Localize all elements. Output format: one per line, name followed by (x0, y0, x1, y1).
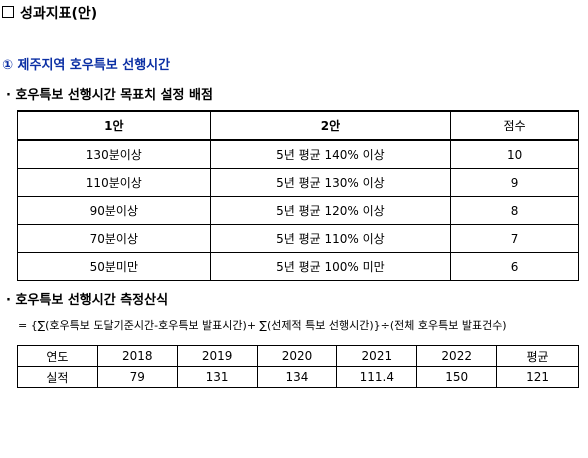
section-heading: ① 제주지역 호우특보 선행시간 (2, 58, 171, 73)
table-cell: 130분이상 (17, 140, 211, 169)
column-header: 2020 (256, 345, 338, 367)
table-cell: 70분이상 (17, 224, 211, 253)
table-cell: 111.4 (336, 366, 418, 388)
performance-table: 연도 2018 2019 2020 2021 2022 평균 실적 79 131… (17, 345, 579, 388)
measurement-formula: = {∑(호우특보 도달기준시간-호우특보 발표시간)+ ∑(선제적 특보 선행… (18, 319, 507, 332)
column-header: 점수 (450, 111, 579, 141)
column-header: 1안 (17, 111, 211, 141)
column-header: 평균 (496, 345, 579, 367)
column-header: 2021 (336, 345, 418, 367)
table-header-row: 연도 2018 2019 2020 2021 2022 평균 (17, 345, 579, 367)
table-cell: 8 (450, 196, 579, 225)
table-cell: 50분미만 (17, 252, 211, 281)
table-row: 50분미만 5년 평균 100% 미만 6 (17, 252, 579, 281)
table-cell: 134 (256, 366, 338, 388)
table-cell: 6 (450, 252, 579, 281)
table-row: 110분이상 5년 평균 130% 이상 9 (17, 168, 579, 197)
table-row: 90분이상 5년 평균 120% 이상 8 (17, 196, 579, 225)
target-scoring-table: 1안 2안 점수 130분이상 5년 평균 140% 이상 10 110분이상 … (17, 110, 579, 281)
table-cell: 110분이상 (17, 168, 211, 197)
column-header: 2022 (416, 345, 498, 367)
document-title: 성과지표(안) (2, 3, 97, 23)
table-cell: 10 (450, 140, 579, 169)
table-cell: 79 (96, 366, 178, 388)
table-cell: 90분이상 (17, 196, 211, 225)
table-cell: 7 (450, 224, 579, 253)
table-cell: 5년 평균 100% 미만 (210, 252, 452, 281)
table-cell: 5년 평균 130% 이상 (210, 168, 452, 197)
subheading-target-scoring: · 호우특보 선행시간 목표치 설정 배점 (6, 88, 213, 103)
checkbox-square-icon (2, 6, 14, 18)
column-header: 연도 (17, 345, 98, 367)
column-header: 2018 (96, 345, 178, 367)
table-cell: 실적 (17, 366, 98, 388)
table-cell: 121 (496, 366, 579, 388)
table-cell: 5년 평균 140% 이상 (210, 140, 452, 169)
table-cell: 131 (176, 366, 258, 388)
table-row: 실적 79 131 134 111.4 150 121 (17, 366, 579, 388)
column-header: 2안 (210, 111, 452, 141)
table-cell: 150 (416, 366, 498, 388)
table-cell: 9 (450, 168, 579, 197)
column-header: 2019 (176, 345, 258, 367)
document-title-text: 성과지표(안) (20, 6, 98, 22)
table-row: 130분이상 5년 평균 140% 이상 10 (17, 140, 579, 169)
table-cell: 5년 평균 120% 이상 (210, 196, 452, 225)
table-row: 70분이상 5년 평균 110% 이상 7 (17, 224, 579, 253)
subheading-formula: · 호우특보 선행시간 측정산식 (6, 293, 169, 308)
table-cell: 5년 평균 110% 이상 (210, 224, 452, 253)
table-header-row: 1안 2안 점수 (17, 111, 579, 141)
